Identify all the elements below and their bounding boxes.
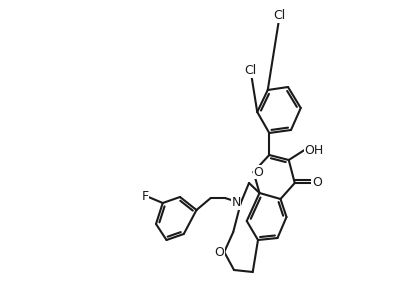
Text: OH: OH (304, 144, 324, 156)
Text: N: N (231, 196, 241, 210)
Text: F: F (142, 191, 149, 203)
Text: Cl: Cl (244, 64, 257, 76)
Text: O: O (214, 245, 224, 259)
Text: Cl: Cl (274, 9, 286, 21)
Text: O: O (253, 166, 264, 178)
Text: O: O (312, 177, 322, 189)
